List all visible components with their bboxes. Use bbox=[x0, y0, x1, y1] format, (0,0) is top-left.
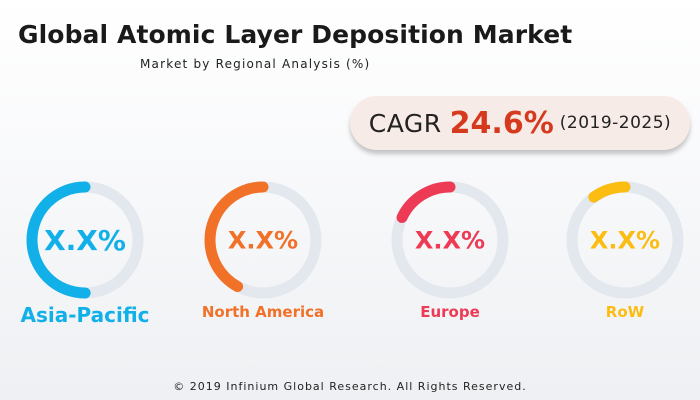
ring-value-row: X.X% bbox=[590, 227, 660, 255]
cagr-value: 24.6% bbox=[449, 105, 554, 141]
ring-group-europe: X.X% Europe bbox=[391, 181, 509, 321]
ring-value-asia-pacific: X.X% bbox=[44, 224, 126, 257]
ring-arc-north-america bbox=[204, 181, 322, 299]
ring-label-north-america: North America bbox=[202, 303, 324, 321]
ring-arc-asia-pacific bbox=[26, 181, 144, 299]
ring-label-europe: Europe bbox=[420, 303, 480, 321]
ring-group-north-america: X.X% North America bbox=[202, 181, 324, 321]
ring-label-asia-pacific: Asia-Pacific bbox=[20, 303, 149, 327]
ring-value-north-america: X.X% bbox=[228, 227, 298, 255]
page-subtitle: Market by Regional Analysis (%) bbox=[140, 57, 371, 71]
ring-value-europe: X.X% bbox=[415, 227, 485, 255]
ring-group-row: X.X% RoW bbox=[566, 181, 684, 321]
cagr-period: (2019-2025) bbox=[559, 113, 672, 133]
ring-arc-europe bbox=[391, 181, 509, 299]
ring-group-asia-pacific: X.X% Asia-Pacific bbox=[20, 181, 150, 327]
ring-arc-row bbox=[566, 181, 684, 299]
page-title: Global Atomic Layer Deposition Market bbox=[18, 20, 573, 49]
cagr-label: CAGR bbox=[368, 108, 442, 138]
ring-label-row: RoW bbox=[606, 303, 645, 321]
copyright-footer: © 2019 Infinium Global Research. All Rig… bbox=[173, 380, 527, 393]
cagr-badge: CAGR 24.6% (2019-2025) bbox=[350, 96, 690, 150]
